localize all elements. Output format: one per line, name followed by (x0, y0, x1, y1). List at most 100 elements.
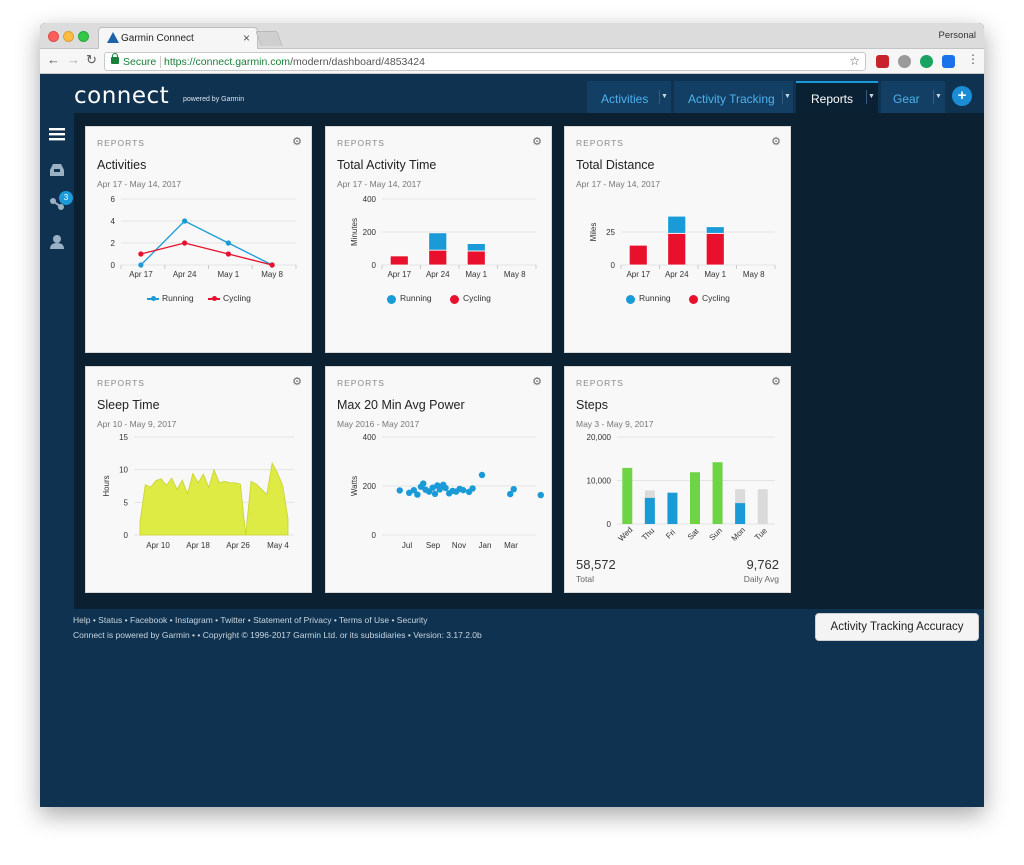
card-kicker: REPORTS (97, 138, 145, 148)
calendar-extension-icon[interactable] (876, 55, 889, 68)
translate-extension-icon[interactable] (942, 55, 955, 68)
chevron-down-icon[interactable]: ▼ (659, 90, 669, 104)
card-kicker: REPORTS (576, 378, 624, 388)
y-tick-label: 400 (363, 433, 377, 442)
scatter-point (442, 484, 449, 492)
card-title[interactable]: Steps (576, 398, 608, 412)
chevron-down-icon[interactable]: ▼ (866, 90, 876, 104)
connections-icon[interactable] (49, 197, 65, 211)
card-title[interactable]: Activities (97, 158, 147, 172)
legend-label: Cycling (223, 293, 251, 303)
chevron-down-icon[interactable]: ▼ (782, 90, 792, 104)
nav-activities[interactable]: Activities ▼ (587, 81, 671, 113)
legend-label: Cycling (463, 293, 491, 303)
add-button[interactable]: + (952, 86, 972, 106)
steps-bar (644, 497, 655, 524)
y-tick-label: 0 (372, 261, 377, 270)
adblock-extension-icon[interactable] (898, 55, 911, 68)
card-title[interactable]: Total Activity Time (337, 158, 437, 172)
card-dates: Apr 10 - May 9, 2017 (97, 419, 177, 429)
x-tick-label: Apr 24 (173, 270, 197, 279)
url-host: https://connect.garmin.com (164, 56, 291, 68)
lock-icon (111, 53, 119, 64)
address-bar[interactable]: Secure https://connect.garmin.com/modern… (104, 52, 866, 71)
x-tick-label: Jul (402, 541, 412, 550)
y-tick-label: 200 (363, 482, 377, 491)
card-title[interactable]: Total Distance (576, 158, 655, 172)
zoom-window-button[interactable] (78, 31, 89, 42)
profile-label[interactable]: Personal (938, 30, 977, 41)
scatter-point (460, 486, 467, 494)
bar-segment (428, 249, 448, 266)
steps-avg-label: Daily Avg (743, 574, 779, 584)
nav-gear[interactable]: Gear ▼ (881, 81, 945, 113)
x-tick-label: Mar (504, 541, 518, 550)
card-dates: Apr 17 - May 14, 2017 (97, 179, 182, 189)
scatter-point (410, 486, 418, 494)
menu-icon[interactable] (49, 127, 65, 141)
browser-tab[interactable]: Garmin Connect × (98, 27, 258, 50)
legend-label: Running (400, 293, 432, 303)
sleep-area (139, 461, 289, 536)
forward-icon[interactable]: → (67, 52, 80, 67)
x-tick-label: Sep (426, 541, 441, 550)
steps-bar (622, 467, 633, 524)
bar-segment (705, 226, 725, 234)
cycling-line-icon (208, 296, 220, 301)
user-icon[interactable] (49, 234, 65, 250)
card-activities: REPORTS ⚙ Activities Apr 17 - May 14, 20… (85, 126, 312, 353)
inbox-icon[interactable] (49, 163, 65, 177)
card-kicker: REPORTS (97, 378, 145, 388)
y-tick-label: 0 (372, 531, 377, 540)
close-window-button[interactable] (48, 31, 59, 42)
x-tick-label: May 4 (267, 541, 289, 550)
data-point (225, 251, 231, 257)
data-point (138, 251, 144, 257)
notification-badge: 3 (59, 191, 73, 205)
gear-icon[interactable]: ⚙ (532, 136, 542, 148)
gear-icon[interactable]: ⚙ (771, 376, 781, 388)
gear-icon[interactable]: ⚙ (292, 376, 302, 388)
x-tick-label: Apr 17 (626, 270, 650, 279)
gear-icon[interactable]: ⚙ (532, 376, 542, 388)
bookmark-star-icon[interactable]: ☆ (849, 54, 860, 68)
y-tick-label: 25 (606, 228, 615, 237)
tab-close-icon[interactable]: × (242, 31, 250, 45)
browser-menu-icon[interactable]: ⋮ (967, 52, 979, 66)
scatter-point (537, 491, 544, 499)
garmin-favicon-icon (107, 32, 119, 43)
nav-reports[interactable]: Reports ▼ (796, 81, 878, 113)
card-title[interactable]: Sleep Time (97, 398, 160, 412)
nav-activity-tracking[interactable]: Activity Tracking ▼ (674, 81, 793, 113)
scatter-point (510, 485, 517, 493)
card-title[interactable]: Max 20 Min Avg Power (337, 398, 465, 412)
y-tick-label: 6 (111, 195, 116, 204)
legend-label: Running (162, 293, 194, 303)
gear-icon[interactable]: ⚙ (292, 136, 302, 148)
steps-bar (667, 492, 678, 524)
x-tick-label: Apr 24 (426, 270, 450, 279)
activity-tracking-accuracy-button[interactable]: Activity Tracking Accuracy (815, 613, 979, 641)
footer-links[interactable]: Help • Status • Facebook • Instagram • T… (73, 615, 428, 625)
new-tab-button[interactable] (255, 31, 283, 46)
connect-logo[interactable]: connect (74, 83, 170, 109)
minimize-window-button[interactable] (63, 31, 74, 42)
reload-icon[interactable]: ↻ (86, 52, 97, 67)
power-chart: 0 200 400 Watts Jul Sep Nov Jan Mar (350, 433, 544, 550)
y-tick-label: 0 (607, 520, 612, 529)
nav-reports-label: Reports (811, 92, 854, 106)
back-icon[interactable]: ← (47, 52, 60, 67)
card-sleep-time: REPORTS ⚙ Sleep Time Apr 10 - May 9, 201… (85, 366, 312, 593)
evernote-extension-icon[interactable] (920, 55, 933, 68)
gear-icon[interactable]: ⚙ (771, 136, 781, 148)
divider (160, 56, 161, 68)
card-dates: May 3 - May 9, 2017 (576, 419, 654, 429)
x-tick-label: Thu (640, 526, 656, 542)
x-tick-label: Nov (452, 541, 466, 550)
x-tick-label: Apr 17 (129, 270, 153, 279)
series-line (140, 220, 273, 266)
scatter-point (436, 486, 443, 493)
secure-label: Secure (123, 56, 157, 68)
chevron-down-icon[interactable]: ▼ (933, 90, 943, 104)
nav-gear-label: Gear (893, 92, 920, 106)
